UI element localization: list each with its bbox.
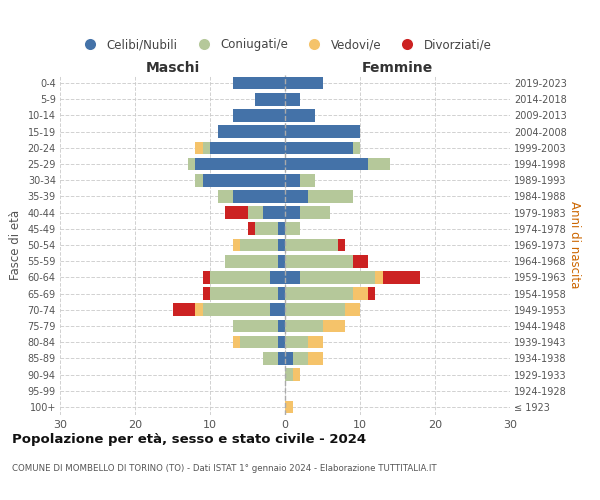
Bar	[285, 158, 367, 170]
Bar	[233, 109, 285, 122]
Bar	[285, 93, 300, 106]
Bar	[210, 271, 270, 283]
Bar	[285, 336, 308, 348]
Bar	[308, 336, 323, 348]
Bar	[277, 336, 285, 348]
Bar	[203, 304, 270, 316]
Bar	[233, 190, 285, 202]
Bar	[173, 304, 195, 316]
Bar	[218, 126, 285, 138]
Bar	[308, 190, 353, 202]
Bar	[270, 304, 285, 316]
Bar	[323, 320, 345, 332]
Bar	[285, 190, 308, 202]
Bar	[277, 222, 285, 235]
Bar	[367, 158, 390, 170]
Bar	[233, 238, 240, 252]
Bar	[367, 288, 375, 300]
Bar	[285, 222, 300, 235]
Bar	[203, 142, 210, 154]
Bar	[195, 158, 285, 170]
Bar	[285, 255, 353, 268]
Bar	[263, 352, 277, 364]
Bar	[293, 368, 300, 381]
Bar	[285, 320, 323, 332]
Bar	[263, 206, 285, 219]
Bar	[240, 238, 277, 252]
Bar	[210, 142, 285, 154]
Bar	[300, 174, 315, 186]
Bar	[285, 271, 300, 283]
Bar	[210, 288, 277, 300]
Bar	[285, 368, 293, 381]
Text: Maschi: Maschi	[145, 61, 200, 75]
Bar	[187, 158, 195, 170]
Y-axis label: Anni di nascita: Anni di nascita	[568, 202, 581, 288]
Bar	[285, 352, 293, 364]
Bar	[277, 320, 285, 332]
Bar	[285, 206, 300, 219]
Bar	[195, 174, 203, 186]
Bar	[293, 352, 308, 364]
Text: Popolazione per età, sesso e stato civile - 2024: Popolazione per età, sesso e stato civil…	[12, 432, 366, 446]
Bar	[353, 255, 367, 268]
Bar	[277, 352, 285, 364]
Bar	[285, 288, 353, 300]
Bar	[203, 288, 210, 300]
Bar	[345, 304, 360, 316]
Bar	[285, 77, 323, 90]
Bar	[203, 174, 285, 186]
Bar	[308, 352, 323, 364]
Bar	[285, 304, 345, 316]
Bar	[285, 400, 293, 413]
Bar	[225, 206, 248, 219]
Bar	[255, 222, 277, 235]
Bar	[195, 142, 203, 154]
Bar	[240, 336, 277, 348]
Bar	[337, 238, 345, 252]
Bar	[300, 271, 375, 283]
Bar	[277, 238, 285, 252]
Text: Femmine: Femmine	[362, 61, 433, 75]
Legend: Celibi/Nubili, Coniugati/e, Vedovi/e, Divorziati/e: Celibi/Nubili, Coniugati/e, Vedovi/e, Di…	[74, 34, 496, 56]
Bar	[195, 304, 203, 316]
Bar	[285, 126, 360, 138]
Bar	[300, 206, 330, 219]
Bar	[277, 288, 285, 300]
Bar	[218, 190, 233, 202]
Bar	[233, 320, 277, 332]
Y-axis label: Fasce di età: Fasce di età	[9, 210, 22, 280]
Bar	[353, 142, 360, 154]
Bar	[233, 77, 285, 90]
Bar	[285, 174, 300, 186]
Bar	[375, 271, 383, 283]
Bar	[233, 336, 240, 348]
Bar	[248, 222, 255, 235]
Bar	[255, 93, 285, 106]
Bar	[248, 206, 263, 219]
Text: COMUNE DI MOMBELLO DI TORINO (TO) - Dati ISTAT 1° gennaio 2024 - Elaborazione TU: COMUNE DI MOMBELLO DI TORINO (TO) - Dati…	[12, 464, 437, 473]
Bar	[270, 271, 285, 283]
Bar	[285, 109, 315, 122]
Bar	[383, 271, 420, 283]
Bar	[203, 271, 210, 283]
Bar	[285, 142, 353, 154]
Bar	[285, 238, 337, 252]
Bar	[353, 288, 367, 300]
Bar	[277, 255, 285, 268]
Bar	[225, 255, 277, 268]
